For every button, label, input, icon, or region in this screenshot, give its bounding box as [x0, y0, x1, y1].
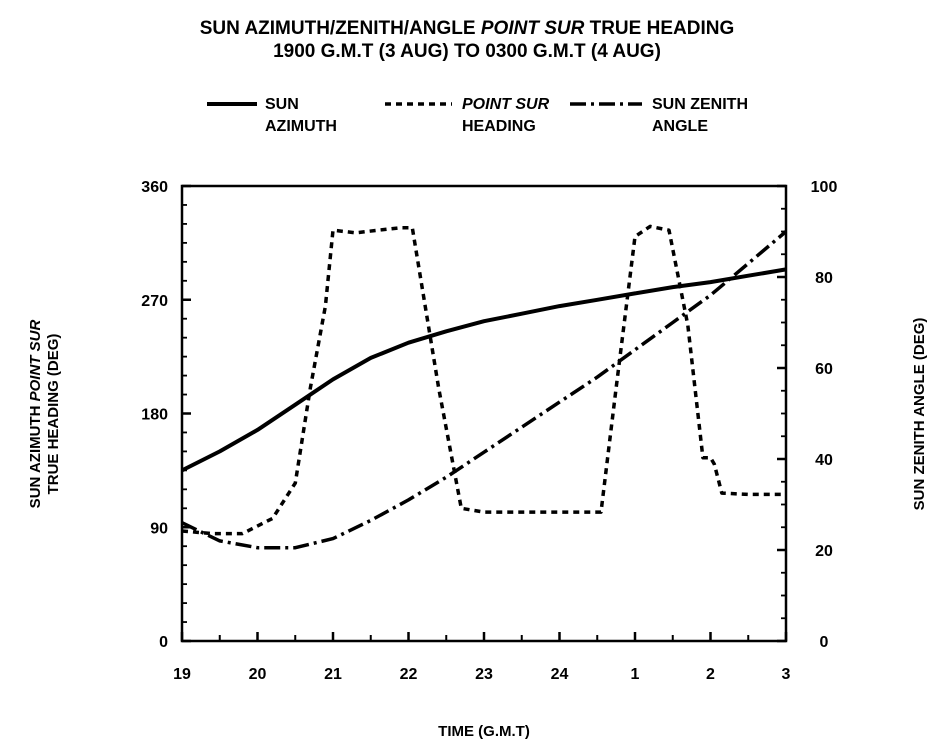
- legend-label-azimuth-1: SUN: [265, 96, 299, 113]
- y-left-tick-label: 90: [150, 520, 168, 537]
- series-line-heading: [181, 224, 786, 536]
- legend-label-zenith-1: SUN ZENITH: [652, 96, 748, 113]
- y-right-tick-label: 0: [820, 634, 829, 651]
- x-tick-label: 22: [400, 666, 418, 683]
- x-tick-label: 2: [706, 666, 715, 683]
- legend-label-zenith-2: ANGLE: [652, 118, 708, 135]
- y-left-tick-label: 0: [159, 634, 168, 651]
- y-axis-left-title-line-1: SUN AZIMUTH POINT SUR: [27, 320, 44, 509]
- x-tick-label: 1: [631, 666, 640, 683]
- legend-label-heading-2: HEADING: [462, 118, 536, 135]
- series-line-azimuth: [181, 267, 787, 473]
- legend-label-heading-1: POINT SUR: [462, 96, 550, 113]
- x-tick-label: 23: [475, 666, 493, 683]
- y-right-tick-label: 20: [815, 543, 833, 560]
- chart-title-line-1: SUN AZIMUTH/ZENITH/ANGLE POINT SUR TRUE …: [200, 18, 734, 39]
- x-tick-label: 24: [551, 666, 569, 683]
- x-tick-label: 21: [324, 666, 342, 683]
- x-tick-label: 20: [249, 666, 267, 683]
- y-right-tick-label: 100: [811, 179, 838, 196]
- y-left-tick-label: 270: [141, 293, 168, 310]
- y-left-tick-label: 180: [141, 407, 168, 424]
- y-right-tick-label: 40: [815, 452, 833, 469]
- y-axis-left: 0 90 180 270 360: [141, 179, 191, 651]
- plot-frame: [180, 184, 788, 643]
- y-axis-left-title-line-2: TRUE HEADING (DEG): [45, 334, 62, 495]
- x-tick-label: 3: [782, 666, 791, 683]
- series-line-zenith: [181, 230, 788, 550]
- x-axis: 19 20 21 22 23 24 1 2 3: [173, 632, 791, 683]
- chart-title-line-2: 1900 G.M.T (3 AUG) TO 0300 G.M.T (4 AUG): [273, 41, 661, 62]
- x-axis-title: TIME (G.M.T): [438, 723, 530, 740]
- y-axis-right-title: SUN ZENITH ANGLE (DEG): [911, 318, 928, 511]
- y-right-tick-label: 80: [815, 270, 833, 287]
- x-tick-label: 19: [173, 666, 191, 683]
- series-layer: [181, 224, 788, 550]
- y-right-tick-label: 60: [815, 361, 833, 378]
- legend: SUN AZIMUTH POINT SUR HEADING SUN ZENITH…: [207, 96, 748, 135]
- y-left-tick-label: 360: [141, 179, 168, 196]
- y-axis-right: 0 20 40 60 80 100: [777, 179, 837, 651]
- legend-label-azimuth-2: AZIMUTH: [265, 118, 337, 135]
